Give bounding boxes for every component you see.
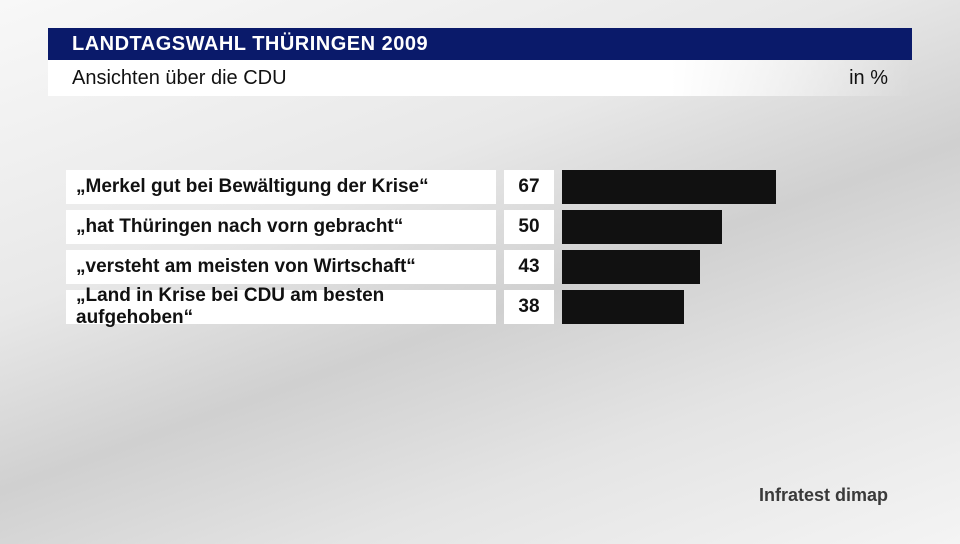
bar-fill — [562, 290, 684, 324]
bar-track — [562, 170, 888, 204]
chart-row: „Land in Krise bei CDU am besten aufgeho… — [66, 290, 888, 324]
row-value: 38 — [504, 290, 554, 324]
header-band: LANDTAGSWAHL THÜRINGEN 2009 — [48, 28, 912, 60]
row-label: „Land in Krise bei CDU am besten aufgeho… — [66, 290, 496, 324]
chart-row: „hat Thüringen nach vorn gebracht“ 50 — [66, 210, 888, 244]
row-label: „versteht am meisten von Wirtschaft“ — [66, 250, 496, 284]
bar-fill — [562, 250, 700, 284]
bar-track — [562, 290, 888, 324]
row-value: 43 — [504, 250, 554, 284]
row-label: „hat Thüringen nach vorn gebracht“ — [66, 210, 496, 244]
bar-chart: „Merkel gut bei Bewältigung der Krise“ 6… — [66, 170, 888, 330]
row-value: 67 — [504, 170, 554, 204]
page-title: LANDTAGSWAHL THÜRINGEN 2009 — [72, 33, 428, 56]
row-label: „Merkel gut bei Bewältigung der Krise“ — [66, 170, 496, 204]
unit-label: in % — [849, 67, 888, 90]
source-attribution: Infratest dimap — [759, 485, 888, 506]
bar-track — [562, 210, 888, 244]
bar-fill — [562, 170, 776, 204]
bar-track — [562, 250, 888, 284]
subtitle-band: Ansichten über die CDU in % — [48, 60, 912, 96]
chart-row: „Merkel gut bei Bewältigung der Krise“ 6… — [66, 170, 888, 204]
chart-subtitle: Ansichten über die CDU — [72, 67, 287, 90]
row-value: 50 — [504, 210, 554, 244]
chart-row: „versteht am meisten von Wirtschaft“ 43 — [66, 250, 888, 284]
bar-fill — [562, 210, 722, 244]
